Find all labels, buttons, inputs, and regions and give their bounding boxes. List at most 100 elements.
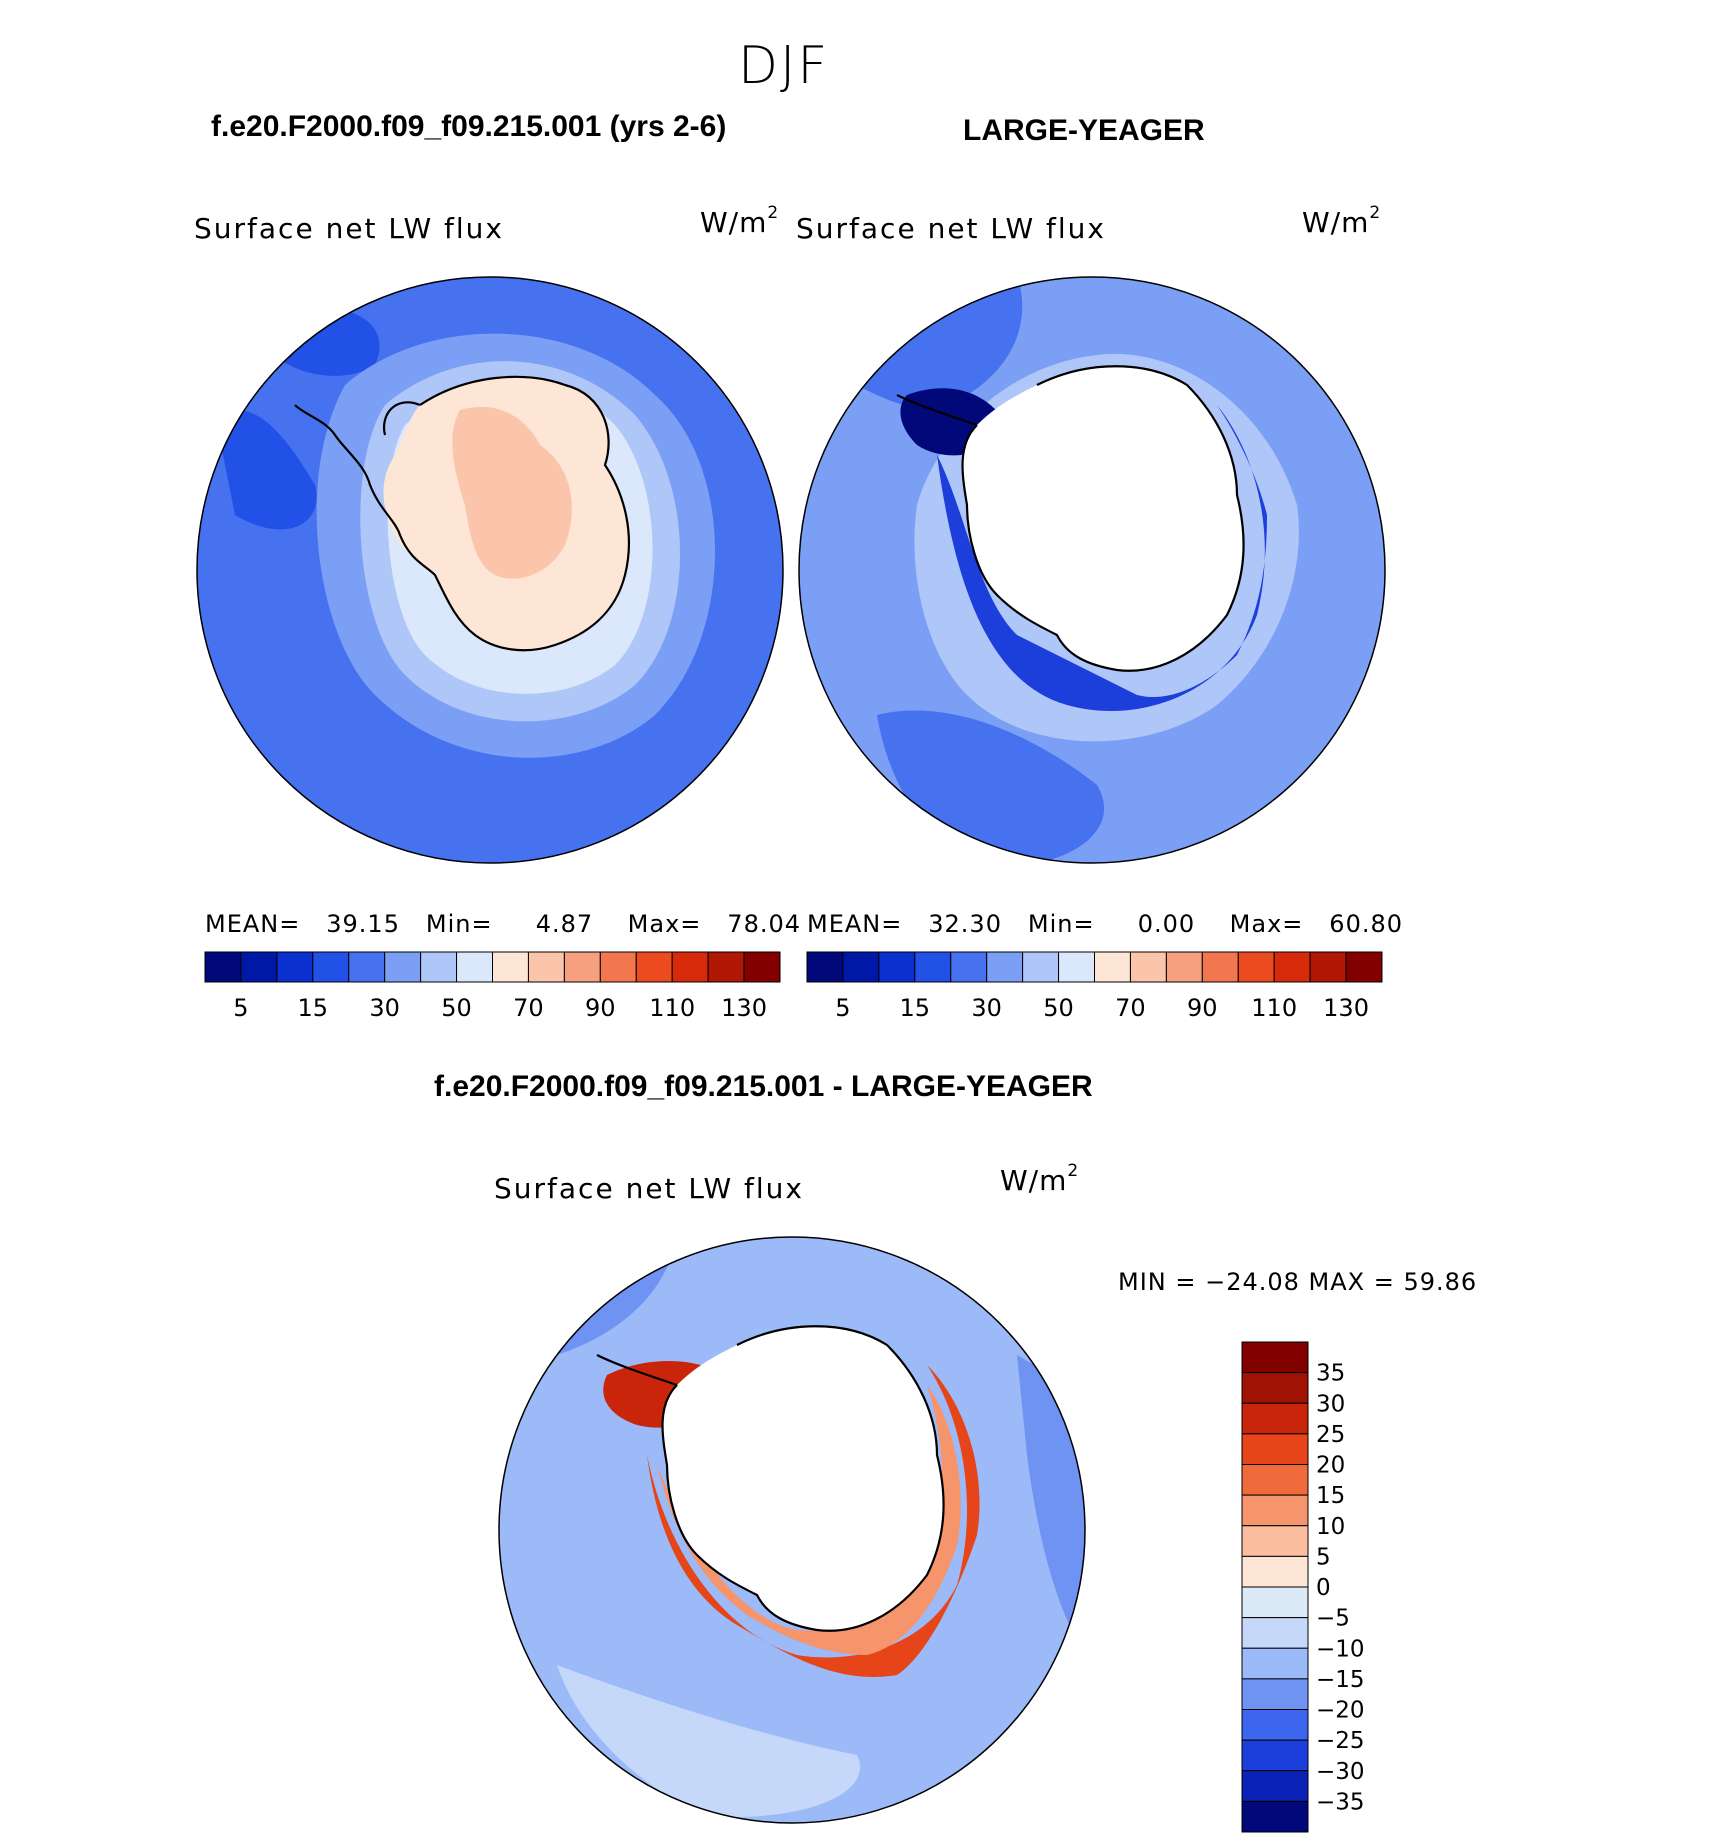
colorbar-tick-label: −5 [1316, 1606, 1350, 1632]
colorbar-swatch [1201, 951, 1239, 983]
colorbar-tick-label: 20 [1316, 1453, 1345, 1479]
test-polar-map [196, 276, 784, 864]
colorbar-swatch [671, 951, 709, 983]
diff-colorbar [1241, 1341, 1309, 1833]
test-stats: MEAN= 39.15 Min= 4.87 Max= 78.04 [205, 910, 802, 938]
obs-units-label: W/m2 [1302, 203, 1382, 240]
colorbar-swatch [312, 951, 350, 983]
colorbar-swatch [1241, 1555, 1309, 1588]
diff-colorbar-ticks: 35 30 25 20 15 10 5 0 −5 −10 −15 −20 −25 −30 −35 [1316, 1361, 1365, 1816]
colorbar-tick-label: 130 [1323, 994, 1369, 1022]
colorbar-swatch [1165, 951, 1203, 983]
test-variable-label: Surface net LW flux [194, 212, 504, 245]
colorbar-swatch [1241, 1678, 1309, 1710]
colorbar-tick-label: 5 [1316, 1544, 1331, 1570]
test-units-label: W/m2 [700, 203, 780, 240]
colorbar-tick-label: −35 [1316, 1789, 1365, 1815]
colorbar-swatch [950, 951, 988, 983]
map-boundary [498, 1236, 1086, 1824]
colorbar-swatch [1241, 1647, 1309, 1680]
test-case-title: f.e20.F2000.f09_f09.215.001 (yrs 2-6) [211, 110, 727, 143]
colorbar-swatch [635, 951, 673, 983]
colorbar-tick-label: −25 [1316, 1728, 1365, 1754]
colorbar-swatch [743, 951, 781, 983]
colorbar-swatch [1129, 951, 1167, 983]
colorbar-swatch [384, 951, 422, 983]
colorbar-tick-label: −10 [1316, 1636, 1365, 1662]
colorbar-tick-label: 5 [835, 994, 850, 1022]
colorbar-swatch [420, 951, 458, 983]
colorbar-swatch [986, 951, 1024, 983]
map-boundary [196, 276, 784, 864]
colorbar-swatch [1237, 951, 1275, 983]
colorbar-swatch [1345, 951, 1383, 983]
colorbar-swatch [1241, 1433, 1309, 1465]
colorbar-swatch [1273, 951, 1311, 983]
neg-anomaly-patch [557, 1665, 861, 1817]
colorbar-tick-label: 30 [971, 994, 1002, 1022]
coastline [896, 365, 1245, 672]
colorbar-tick-label: 110 [1251, 994, 1297, 1022]
colorbar-tick-label: 35 [1316, 1361, 1345, 1387]
diff-variable-label: Surface net LW flux [494, 1172, 804, 1205]
dark-ocean-patch [215, 409, 317, 530]
colorbar-swatch [240, 951, 278, 983]
diff-case-title: f.e20.F2000.f09_f09.215.001 - LARGE-YEAG… [434, 1070, 1093, 1103]
colorbar-tick-label: 50 [1043, 994, 1074, 1022]
colorbar-swatch [1241, 1586, 1309, 1619]
colorbar-tick-label: 15 [900, 994, 931, 1022]
colorbar-swatch [1241, 1617, 1309, 1649]
colorbar-swatch [348, 951, 386, 983]
colorbar-tick-label: 10 [1316, 1514, 1345, 1540]
colorbar-swatch [914, 951, 952, 983]
diff-minmax: MIN = −24.08 MAX = 59.86 [1118, 1268, 1478, 1296]
colorbar-swatch [1058, 951, 1095, 983]
colorbar-tick-label: 25 [1316, 1422, 1345, 1448]
colorbar-swatch [1241, 1494, 1309, 1527]
colorbar-swatch [1241, 1402, 1309, 1435]
colorbar-swatch [204, 951, 242, 983]
test-colorbar [204, 951, 781, 983]
diff-polar-map [498, 1236, 1086, 1824]
colorbar-tick-label: 15 [298, 994, 329, 1022]
colorbar-tick-label: 70 [513, 994, 544, 1022]
colorbar-swatch [276, 951, 314, 983]
colorbar-tick-label: −15 [1316, 1667, 1365, 1693]
coastline [596, 1325, 945, 1632]
obs-colorbar [806, 951, 1383, 983]
colorbar-tick-label: 90 [1187, 994, 1218, 1022]
figure-title: DJF [738, 36, 830, 96]
colorbar-tick-label: 5 [233, 994, 248, 1022]
diff-units-label: W/m2 [1000, 1161, 1080, 1198]
colorbar-swatch [1241, 1372, 1309, 1404]
colorbar-tick-label: −20 [1316, 1698, 1365, 1724]
colorbar-swatch [1241, 1525, 1309, 1557]
colorbar-tick-label: −30 [1316, 1759, 1365, 1785]
obs-polar-map [798, 276, 1386, 864]
colorbar-swatch [707, 951, 745, 983]
colorbar-swatch [563, 951, 601, 983]
colorbar-tick-label: 30 [369, 994, 400, 1022]
coastline [294, 375, 631, 652]
test-colorbar-ticks: 5 15 30 50 70 90 110 130 [233, 994, 767, 1022]
obs-stats: MEAN= 32.30 Min= 0.00 Max= 60.80 [807, 910, 1404, 938]
colorbar-tick-label: 50 [441, 994, 472, 1022]
colorbar-swatch [1094, 951, 1131, 983]
colorbar-swatch [527, 951, 565, 983]
colorbar-tick-label: 0 [1316, 1575, 1331, 1601]
colorbar-tick-label: 90 [585, 994, 616, 1022]
colorbar-swatch [1241, 1739, 1309, 1772]
colorbar-tick-label: 130 [721, 994, 767, 1022]
masked-land [662, 1326, 944, 1631]
pos-anomaly-band [647, 1365, 980, 1677]
colorbar-swatch [878, 951, 916, 983]
masked-land [962, 366, 1244, 671]
colorbar-swatch [456, 951, 493, 983]
obs-variable-label: Surface net LW flux [796, 212, 1106, 245]
colorbar-tick-label: 70 [1115, 994, 1146, 1022]
colorbar-swatch [492, 951, 529, 983]
colorbar-swatch [1022, 951, 1060, 983]
colorbar-swatch [806, 951, 844, 983]
colorbar-swatch [599, 951, 637, 983]
